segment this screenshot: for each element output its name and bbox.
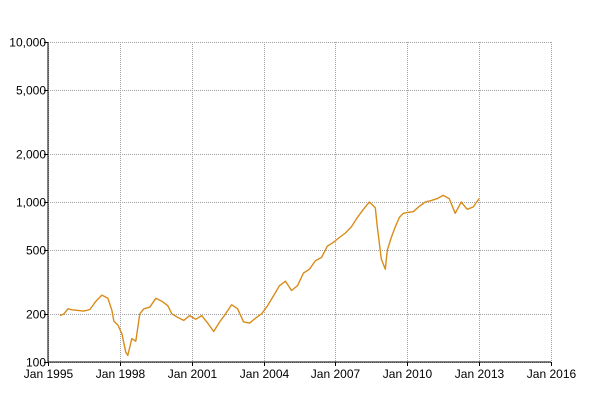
x-axis-ticks: Jan 1995 Jan 1998 Jan 2001 Jan 2004 Jan 2007… (24, 362, 577, 381)
x-tick-label: Jan 2007 (311, 367, 361, 381)
x-tick-label: Jan 2013 (455, 367, 505, 381)
y-tick-label: 10,000 (9, 36, 46, 50)
y-tick-label: 500 (26, 244, 46, 258)
series-layer (59, 194, 480, 357)
y-tick-label: 2,000 (16, 148, 46, 162)
y-tick-label: 1,000 (16, 196, 46, 210)
x-tick-label: Jan 2010 (383, 367, 433, 381)
y-tick-label: 5,000 (16, 84, 46, 98)
x-tick-label: Jan 2016 (527, 367, 577, 381)
y-tick-label: 200 (26, 308, 46, 322)
y-tick-label: 100 (26, 356, 46, 370)
plot-area (48, 42, 551, 362)
x-tick-label: Jan 2001 (168, 367, 218, 381)
y-axis-ticks: 100 200 500 1,000 2,000 5,000 10,000 (9, 36, 48, 370)
series-line (59, 194, 480, 357)
x-tick-label: Jan 2004 (240, 367, 290, 381)
x-tick-label: Jan 1998 (96, 367, 146, 381)
x-tick-label: Jan 1995 (24, 367, 74, 381)
